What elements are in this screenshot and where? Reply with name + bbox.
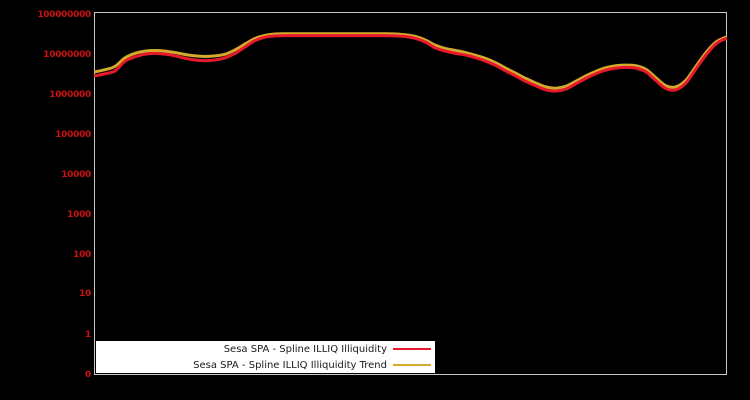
legend: Sesa SPA - Spline ILLIQ Illiquidity Sesa… bbox=[96, 341, 435, 373]
series-line-trend bbox=[94, 32, 727, 90]
plot-area-frame bbox=[94, 12, 727, 375]
y-tick-label: 100 bbox=[73, 250, 91, 260]
series-line-illiquidity bbox=[94, 34, 727, 93]
y-tick-label: 100000000 bbox=[37, 10, 91, 20]
legend-color-swatch-icon bbox=[393, 364, 431, 366]
legend-entry: Sesa SPA - Spline ILLIQ Illiquidity Tren… bbox=[96, 357, 435, 373]
y-tick-label: 10000000 bbox=[43, 50, 91, 60]
y-tick-label: 1000 bbox=[67, 210, 91, 220]
legend-label: Sesa SPA - Spline ILLIQ Illiquidity Tren… bbox=[193, 359, 387, 371]
y-tick-label: 1000000 bbox=[49, 90, 91, 100]
y-tick-label: 10000 bbox=[61, 170, 91, 180]
plot-lines-layer bbox=[94, 32, 727, 93]
legend-entry: Sesa SPA - Spline ILLIQ Illiquidity bbox=[96, 341, 435, 357]
y-tick-label: 1 bbox=[85, 330, 91, 340]
legend-label: Sesa SPA - Spline ILLIQ Illiquidity bbox=[223, 343, 387, 355]
y-tick-label: 0 bbox=[85, 370, 91, 380]
legend-color-swatch-icon bbox=[393, 348, 431, 350]
y-axis-tick-labels: 100000000 10000000 1000000 100000 10000 … bbox=[0, 0, 91, 400]
y-tick-label: 10 bbox=[79, 289, 91, 299]
y-tick-label: 100000 bbox=[55, 130, 91, 140]
